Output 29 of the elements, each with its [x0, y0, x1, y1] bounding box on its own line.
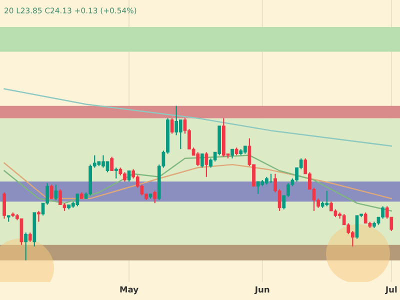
candlestick	[178, 119, 182, 150]
candlestick	[355, 215, 359, 240]
candlestick	[127, 170, 131, 182]
x-tick-label: May	[120, 286, 138, 294]
candlestick	[230, 148, 234, 159]
candlestick	[54, 184, 58, 201]
candlestick	[200, 153, 204, 168]
candlestick	[170, 118, 174, 134]
x-tick-label: Jul	[384, 286, 397, 294]
candlestick	[256, 181, 260, 194]
candlestick	[28, 232, 32, 242]
candlestick	[269, 173, 273, 184]
candlestick	[364, 212, 368, 224]
candlestick	[381, 206, 384, 220]
candlestick	[325, 190, 329, 207]
candlestick	[153, 190, 157, 204]
candlestick	[174, 105, 178, 136]
candlestick	[24, 232, 28, 261]
candlestick	[58, 188, 62, 206]
candlestick	[37, 210, 40, 222]
x-tick-label: Jun	[254, 286, 270, 294]
candlestick	[106, 160, 110, 173]
candlestick	[76, 193, 80, 207]
candlestick	[196, 152, 200, 167]
candlestick	[110, 156, 114, 172]
candlestick	[114, 167, 118, 180]
candlestick	[204, 152, 208, 178]
candlestick	[50, 184, 54, 200]
candlestick	[2, 192, 6, 220]
